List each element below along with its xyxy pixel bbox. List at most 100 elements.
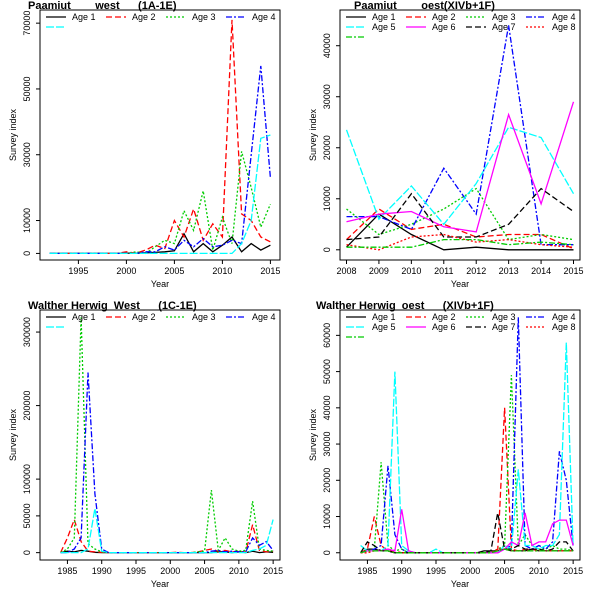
series-line-3 [60,317,274,554]
panel-title: Walther Herwig oest (XIVb+1F) [316,300,494,312]
legend-label: Age 2 [132,12,156,22]
x-tick-label: 2014 [531,266,551,276]
legend-label: Age 1 [372,312,396,322]
x-tick-label: 2015 [263,566,283,576]
y-tick-label: 30000 [322,84,332,109]
legend-label: Age 5 [372,322,396,332]
legend-label: Age 2 [432,312,456,322]
y-tick-label: 30000 [322,432,332,457]
x-axis-title: Year [151,579,169,589]
chart-panel-2: Paamiut oest(XIVb+1F) 2008 2009 2010 2011 201… [308,0,584,289]
panel-title: Paamiut oest(XIVb+1F) [354,0,495,12]
x-tick-label: 2015 [260,266,280,276]
x-tick-label: 2005 [495,566,515,576]
legend-label: Age 1 [72,312,96,322]
y-tick-label: 50000 [322,359,332,384]
x-tick-label: 2005 [164,266,184,276]
y-tick-label: 0 [322,550,332,555]
series-line-1 [346,213,574,251]
x-tick-label: 1990 [92,566,112,576]
chart-panel-4: Walther Herwig oest (XIVb+1F) 1985 1990 199… [308,300,583,589]
series-line-6 [360,509,574,554]
x-tick-label: 2013 [499,266,519,276]
x-tick-label: 2012 [466,266,486,276]
series-line-4 [346,25,574,246]
series-line-3 [49,151,271,255]
chart-panel-3: Walther Herwig West (1C-1E) 1985 1990 1995 2… [8,300,283,589]
x-tick-label: 2000 [160,566,180,576]
legend-label: Age 4 [552,12,576,22]
series-group [49,19,272,255]
panel-title: Walther Herwig West (1C-1E) [28,300,197,312]
legend-label: Age 3 [192,12,216,22]
plot-frame [339,309,581,561]
plot-frame [339,9,581,261]
series-line-8 [346,233,574,251]
series-line-5 [49,134,271,255]
series-line-4 [49,65,272,255]
y-tick-label: 70000 [22,11,32,36]
y-tick-label: 50000 [22,76,32,101]
legend-label: Age 1 [72,12,96,22]
series-line-7 [360,512,574,554]
y-tick-label: 200000 [22,391,32,421]
y-tick-label: 0 [322,247,332,252]
y-tick-label: 300000 [22,317,32,347]
legend-label: Age 4 [252,12,276,22]
y-axis-title: Survey index [308,408,318,461]
y-tick-label: 40000 [322,395,332,420]
y-tick-label: 30000 [22,142,32,167]
x-tick-label: 1995 [426,566,446,576]
x-tick-label: 2008 [336,266,356,276]
series-line-5 [60,508,274,554]
series-line-9 [346,238,574,248]
x-tick-label: 2009 [369,266,389,276]
series-group [60,317,274,554]
y-tick-label: 40000 [322,33,332,58]
x-tick-label: 2015 [563,266,583,276]
legend-label: Age 1 [372,12,396,22]
x-tick-label: 1995 [68,266,88,276]
series-line-3 [346,187,574,241]
y-tick-label: 10000 [22,208,32,233]
series-line-2 [346,208,574,250]
x-tick-label: 1995 [126,566,146,576]
legend-label: Age 4 [252,312,276,322]
x-tick-label: 2005 [195,566,215,576]
legend-label: Age 6 [432,22,456,32]
y-axis-title: Survey index [8,408,18,461]
legend-label: Age 7 [492,22,516,32]
x-tick-label: 1985 [357,566,377,576]
legend-label: Age 5 [372,22,396,32]
panel-title: Paamiut west (1A-1E) [28,0,177,12]
y-tick-label: 0 [22,550,32,555]
series-line-7 [346,187,574,241]
y-axis-title: Survey index [308,108,318,161]
legend-label: Age 3 [492,12,516,22]
series-line-2 [49,19,271,255]
x-tick-label: 2000 [460,566,480,576]
x-tick-label: 2010 [401,266,421,276]
legend-label: Age 7 [492,322,516,332]
x-tick-label: 2015 [563,566,583,576]
legend-label: Age 8 [552,22,576,32]
x-axis-title: Year [451,279,469,289]
y-tick-label: 60000 [322,323,332,348]
plot-frame [39,9,281,261]
chart-panel-1: Paamiut west (1A-1E) 1995 2000 2005 2010 2015… [8,0,281,289]
x-tick-label: 2010 [212,266,232,276]
legend-label: Age 8 [552,322,576,332]
legend-label: Age 6 [432,322,456,332]
y-tick-label: 20000 [322,135,332,160]
y-tick-label: 10000 [322,504,332,529]
x-tick-label: 1985 [57,566,77,576]
y-tick-label: 10000 [322,186,332,211]
y-tick-label: 0 [22,251,32,256]
legend-label: Age 3 [192,312,216,322]
x-tick-label: 2010 [529,566,549,576]
x-tick-label: 2000 [116,266,136,276]
legend-label: Age 2 [132,312,156,322]
legend-label: Age 2 [432,12,456,22]
y-tick-label: 20000 [322,468,332,493]
series-group [345,25,575,251]
